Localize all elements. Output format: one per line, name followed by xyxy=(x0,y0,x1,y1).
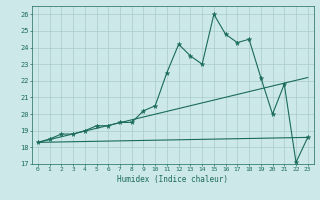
X-axis label: Humidex (Indice chaleur): Humidex (Indice chaleur) xyxy=(117,175,228,184)
